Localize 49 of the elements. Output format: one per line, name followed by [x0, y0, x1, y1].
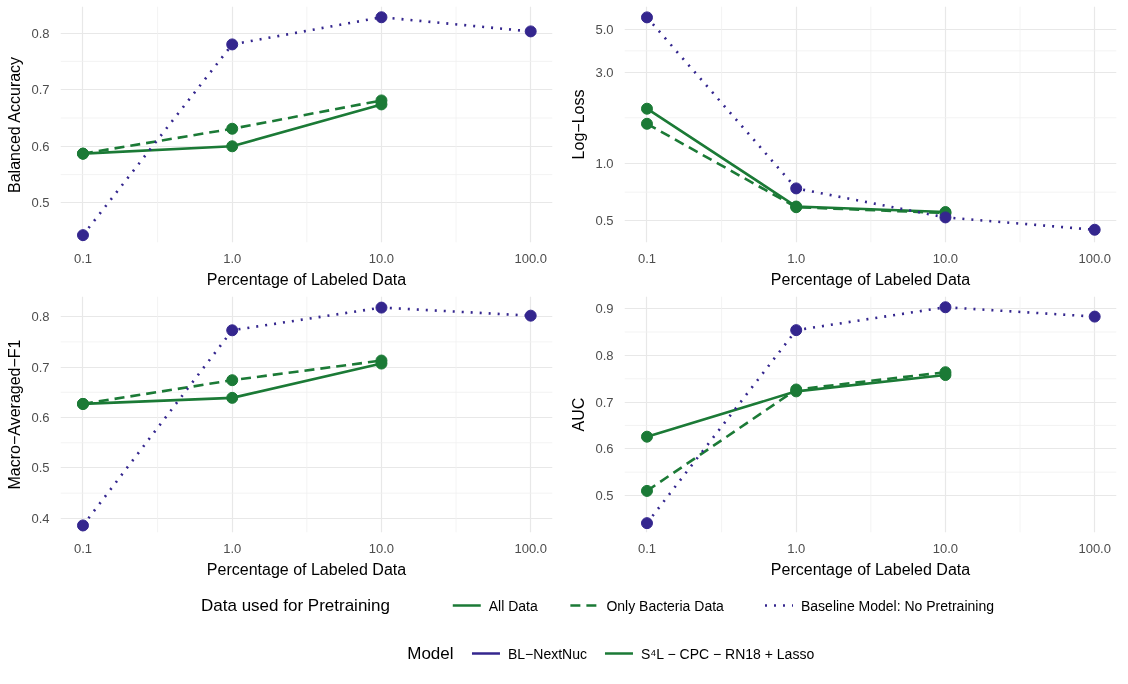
legend-title: Model [407, 644, 454, 663]
x-tick-label: 100.0 [514, 540, 547, 556]
legend-label: S⁴L − CPC − RN18 + Lasso [640, 645, 815, 662]
x-tick-label: 1.0 [787, 250, 806, 266]
y-tick-label: 1.0 [595, 155, 614, 171]
y-tick-label: 3.0 [595, 64, 614, 80]
x-tick-label: 100.0 [514, 250, 547, 266]
y-tick-label: 0.8 [31, 309, 50, 325]
y-tick-label: 0.9 [595, 301, 614, 317]
y-tick-label: 5.0 [595, 22, 614, 38]
y-tick-label: 0.5 [31, 195, 50, 211]
legend-label: All Data [488, 597, 539, 614]
x-axis-title: Percentage of Labeled Data [206, 270, 407, 288]
x-axis-title: Percentage of Labeled Data [206, 560, 407, 578]
legend-label: Baseline Model: No Pretraining [800, 597, 994, 614]
legend-title: Data used for Pretraining [201, 596, 391, 615]
y-axis-title: AUC [570, 397, 588, 432]
x-axis-title: Percentage of Labeled Data [770, 270, 971, 288]
x-tick-label: 10.0 [368, 540, 395, 556]
y-axis-title: Macro−Averaged−F1 [6, 339, 24, 490]
y-axis-title: Balanced Accuracy [6, 56, 24, 193]
x-tick-label: 10.0 [932, 250, 959, 266]
x-tick-label: 0.1 [73, 250, 93, 266]
y-tick-label: 0.6 [31, 410, 50, 426]
y-axis-title: Log−Loss [570, 89, 588, 160]
y-tick-label: 0.6 [31, 138, 50, 154]
y-tick-label: 0.5 [31, 460, 50, 476]
y-tick-label: 0.5 [595, 488, 614, 504]
legend-label: Only Bacteria Data [606, 597, 725, 614]
x-tick-label: 0.1 [73, 540, 93, 556]
y-tick-label: 0.8 [31, 25, 50, 41]
x-tick-label: 100.0 [1078, 250, 1111, 266]
y-tick-label: 0.4 [31, 510, 50, 526]
x-tick-label: 1.0 [223, 540, 242, 556]
x-tick-label: 10.0 [368, 250, 395, 266]
x-tick-label: 1.0 [787, 540, 806, 556]
x-axis-title: Percentage of Labeled Data [770, 560, 971, 578]
y-tick-label: 0.7 [31, 82, 50, 98]
y-tick-label: 0.8 [595, 347, 614, 363]
x-tick-label: 0.1 [637, 250, 657, 266]
x-tick-label: 0.1 [637, 540, 657, 556]
y-tick-label: 0.7 [31, 359, 50, 375]
legend-label: BL−NextNuc [507, 645, 587, 662]
x-tick-label: 100.0 [1078, 540, 1111, 556]
x-tick-label: 1.0 [223, 250, 242, 266]
y-tick-label: 0.5 [595, 213, 614, 229]
y-tick-label: 0.7 [595, 394, 614, 410]
y-tick-label: 0.6 [595, 441, 614, 457]
x-tick-label: 10.0 [932, 540, 959, 556]
